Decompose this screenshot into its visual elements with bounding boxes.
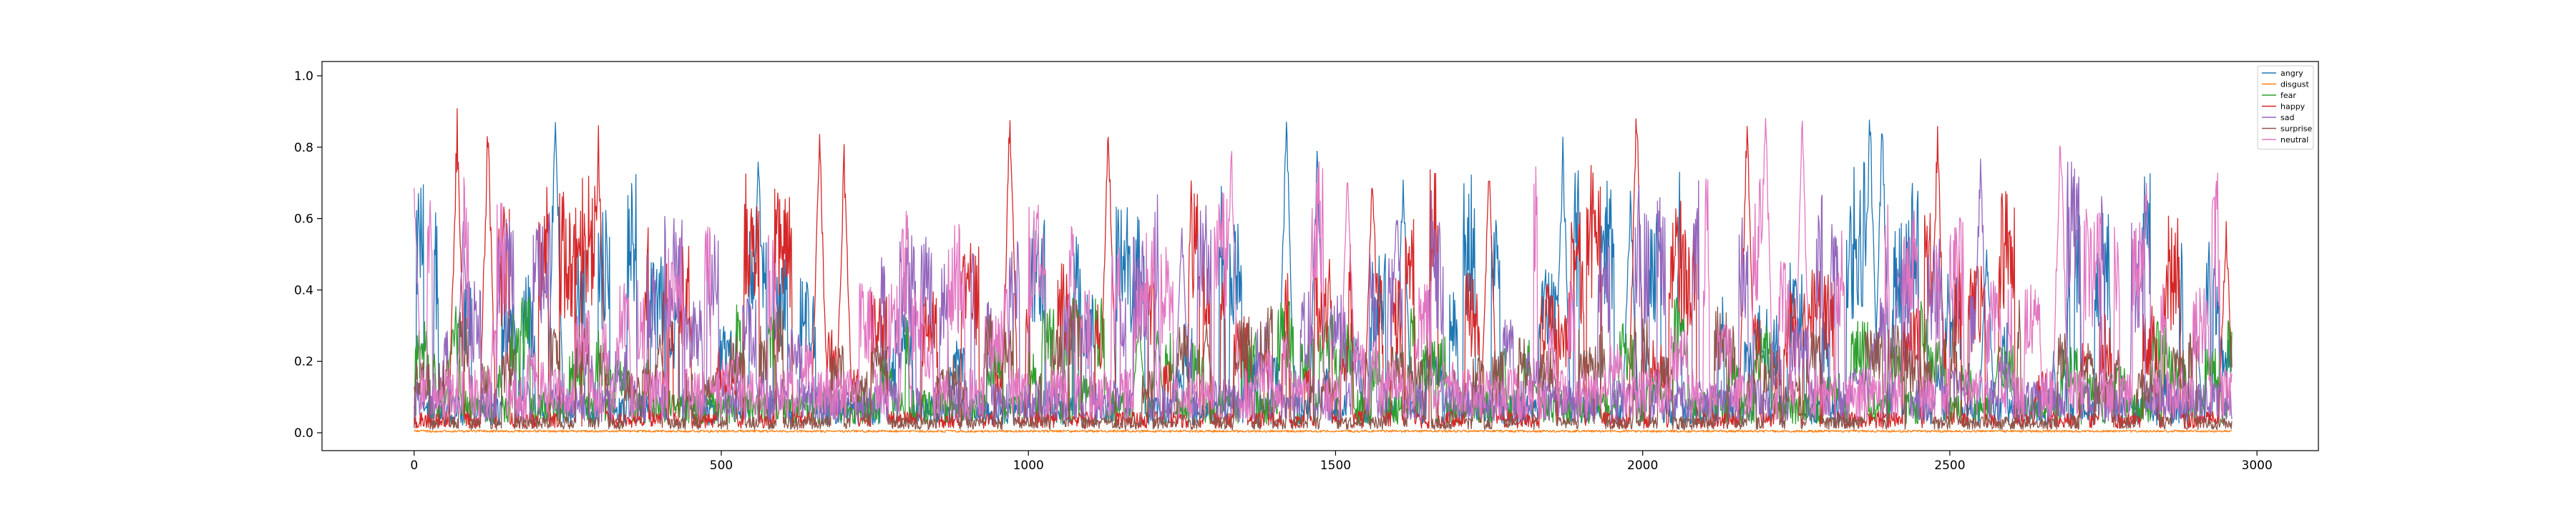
legend-label-disgust: disgust xyxy=(2280,80,2309,89)
x-tick-label: 2500 xyxy=(1934,458,1965,473)
x-tick-label: 0 xyxy=(410,458,418,473)
axes-layer: 0 500 1000 1500 2000 2500 3000 0.0 0.2 0.4 0.6 0.8 1… xyxy=(294,69,2273,473)
x-tick-label: 2000 xyxy=(1627,458,1658,473)
x-tick-label: 500 xyxy=(710,458,733,473)
y-tick-label: 0.4 xyxy=(294,283,313,298)
y-tick-label: 0.0 xyxy=(294,426,313,441)
legend-label-fear: fear xyxy=(2280,91,2296,100)
x-tick-label: 1500 xyxy=(1320,458,1351,473)
legend-label-neutral: neutral xyxy=(2280,135,2308,144)
series-line-happy xyxy=(414,108,2233,429)
series-line-disgust xyxy=(414,429,2233,433)
series-line-neutral xyxy=(414,117,2233,421)
legend-label-sad: sad xyxy=(2280,113,2294,122)
legend-label-surprise: surprise xyxy=(2280,124,2313,134)
legend-label-angry: angry xyxy=(2280,69,2303,78)
series-layer xyxy=(414,108,2233,433)
y-tick-label: 0.8 xyxy=(294,141,313,155)
x-tick-label: 1000 xyxy=(1013,458,1044,473)
y-tick-label: 0.6 xyxy=(294,212,313,227)
legend-label-happy: happy xyxy=(2280,102,2306,112)
plot-frame xyxy=(321,61,2319,451)
x-tick-label: 3000 xyxy=(2242,458,2273,473)
y-tick-label: 0.2 xyxy=(294,355,313,369)
y-tick-label: 1.0 xyxy=(294,69,313,84)
series-line-sad xyxy=(414,158,2233,423)
